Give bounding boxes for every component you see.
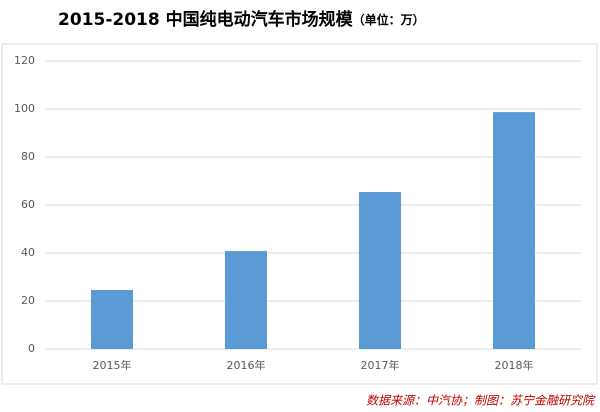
y-tick-label: 80 (21, 150, 35, 163)
chart-title: 2015-2018 中国纯电动汽车市场规模 (58, 9, 354, 30)
chart-title-group: 2015-2018 中国纯电动汽车市场规模（单位：万） (58, 9, 425, 30)
y-tick-label: 100 (14, 102, 35, 115)
y-tick-label: 40 (21, 246, 35, 259)
chart-frame (1, 43, 598, 385)
bar (359, 192, 401, 349)
y-tick-label: 60 (21, 198, 35, 211)
x-tick-label: 2017年 (361, 358, 400, 372)
y-tick-label: 0 (28, 342, 35, 355)
x-tick-label: 2016年 (227, 358, 266, 372)
y-tick-label: 20 (21, 294, 35, 307)
bar (91, 289, 133, 349)
bar (225, 251, 267, 349)
chart-unit: （单位：万） (353, 12, 425, 27)
x-tick-label: 2015年 (93, 358, 132, 372)
x-tick-label: 2018年 (495, 358, 534, 372)
y-tick-label: 120 (14, 54, 35, 67)
source-note: 数据来源：中汽协；制图：苏宁金融研究院 (366, 394, 596, 408)
bar (493, 112, 535, 350)
